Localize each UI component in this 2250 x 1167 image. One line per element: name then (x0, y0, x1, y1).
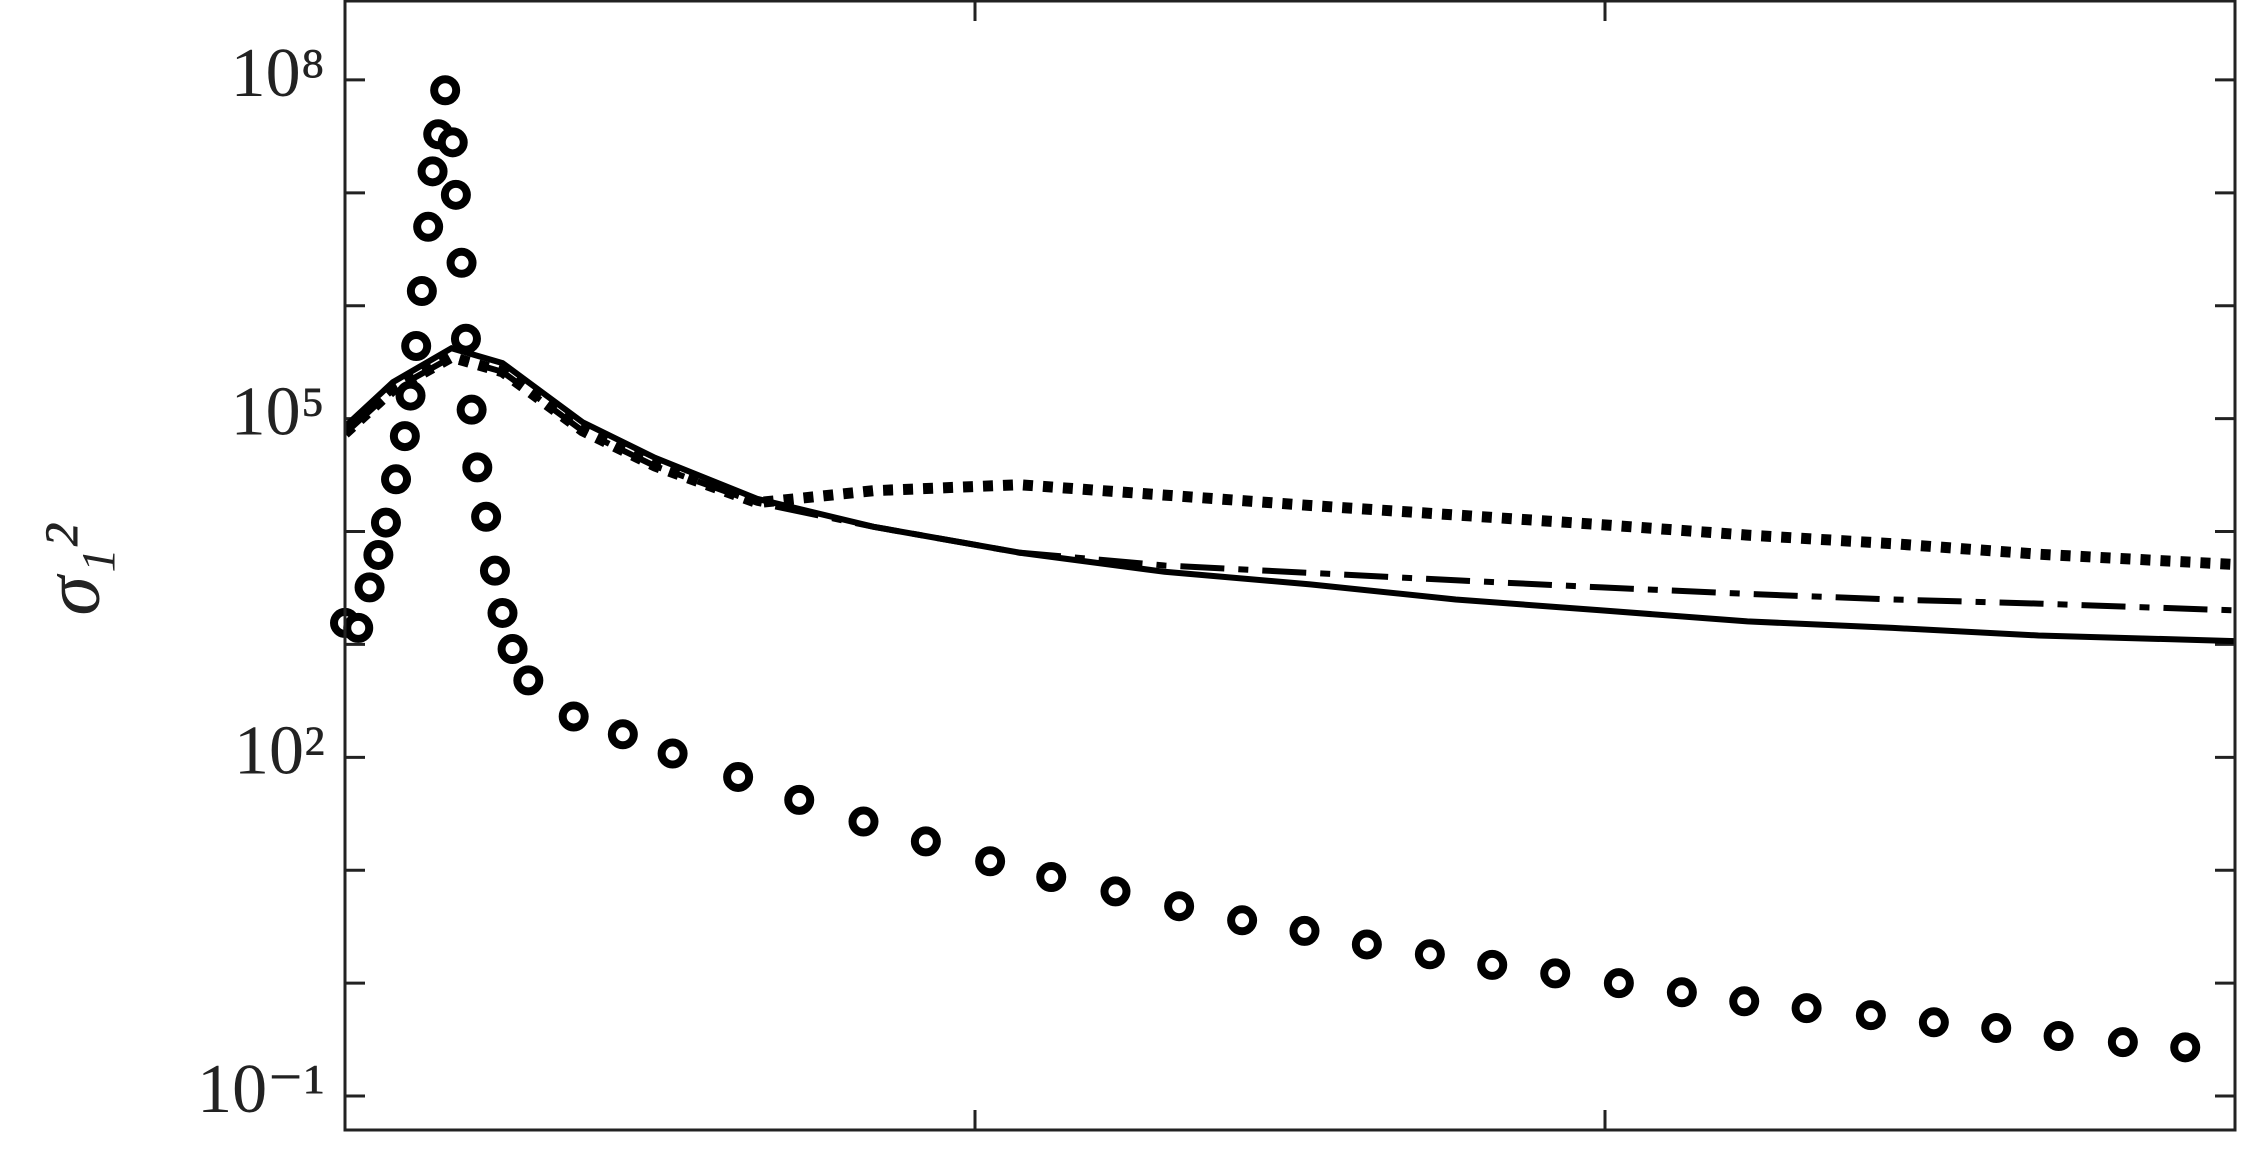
marker (401, 330, 432, 361)
marker (406, 275, 437, 306)
marker (1227, 905, 1258, 936)
marker (1414, 939, 1445, 970)
marker (413, 211, 444, 242)
marker (1289, 915, 1320, 946)
marker (462, 452, 493, 483)
marker (1791, 993, 1822, 1024)
marker (487, 597, 518, 628)
marker (1981, 1013, 2012, 1044)
marker (975, 846, 1006, 877)
plot-frame (343, 0, 2237, 1132)
y-axis-label: σ₁² (28, 522, 116, 615)
marker (2043, 1021, 2074, 1052)
marker (607, 719, 638, 750)
marker (497, 634, 528, 665)
marker (2170, 1032, 2201, 1063)
marker (1100, 876, 1131, 907)
marker (1036, 862, 1067, 893)
marker (848, 806, 879, 837)
marker (1666, 977, 1697, 1008)
marker (354, 572, 385, 603)
y-tick-label: 10² (234, 712, 325, 789)
marker (450, 323, 481, 354)
marker (1855, 1000, 1886, 1031)
marker (784, 784, 815, 815)
marker (1540, 958, 1571, 989)
marker (1477, 949, 1508, 980)
marker (513, 665, 544, 696)
marker (446, 247, 477, 278)
marker (657, 738, 688, 769)
marker (343, 612, 374, 643)
marker (430, 75, 461, 106)
marker (2107, 1027, 2138, 1058)
line-series (345, 353, 2235, 614)
marker (417, 156, 448, 187)
marker (1918, 1007, 1949, 1038)
marker (479, 555, 510, 586)
line-series (345, 351, 2235, 570)
line-series (345, 344, 2235, 645)
marker (1164, 891, 1195, 922)
y-tick-label: 10⁻¹ (197, 1051, 325, 1128)
marker (723, 761, 754, 792)
marker (381, 464, 412, 495)
marker (456, 394, 487, 425)
marker (395, 380, 426, 411)
marker (363, 539, 394, 570)
marker (370, 507, 401, 538)
marker (1729, 986, 1760, 1017)
y-tick-label: 10⁵ (231, 374, 325, 451)
marker (558, 701, 589, 732)
marker (1603, 968, 1634, 999)
marker (440, 179, 471, 210)
marker (471, 501, 502, 532)
marker (437, 127, 468, 158)
marker (910, 826, 941, 857)
marker (1351, 929, 1382, 960)
marker (389, 421, 420, 452)
y-tick-label: 10⁸ (231, 35, 325, 112)
